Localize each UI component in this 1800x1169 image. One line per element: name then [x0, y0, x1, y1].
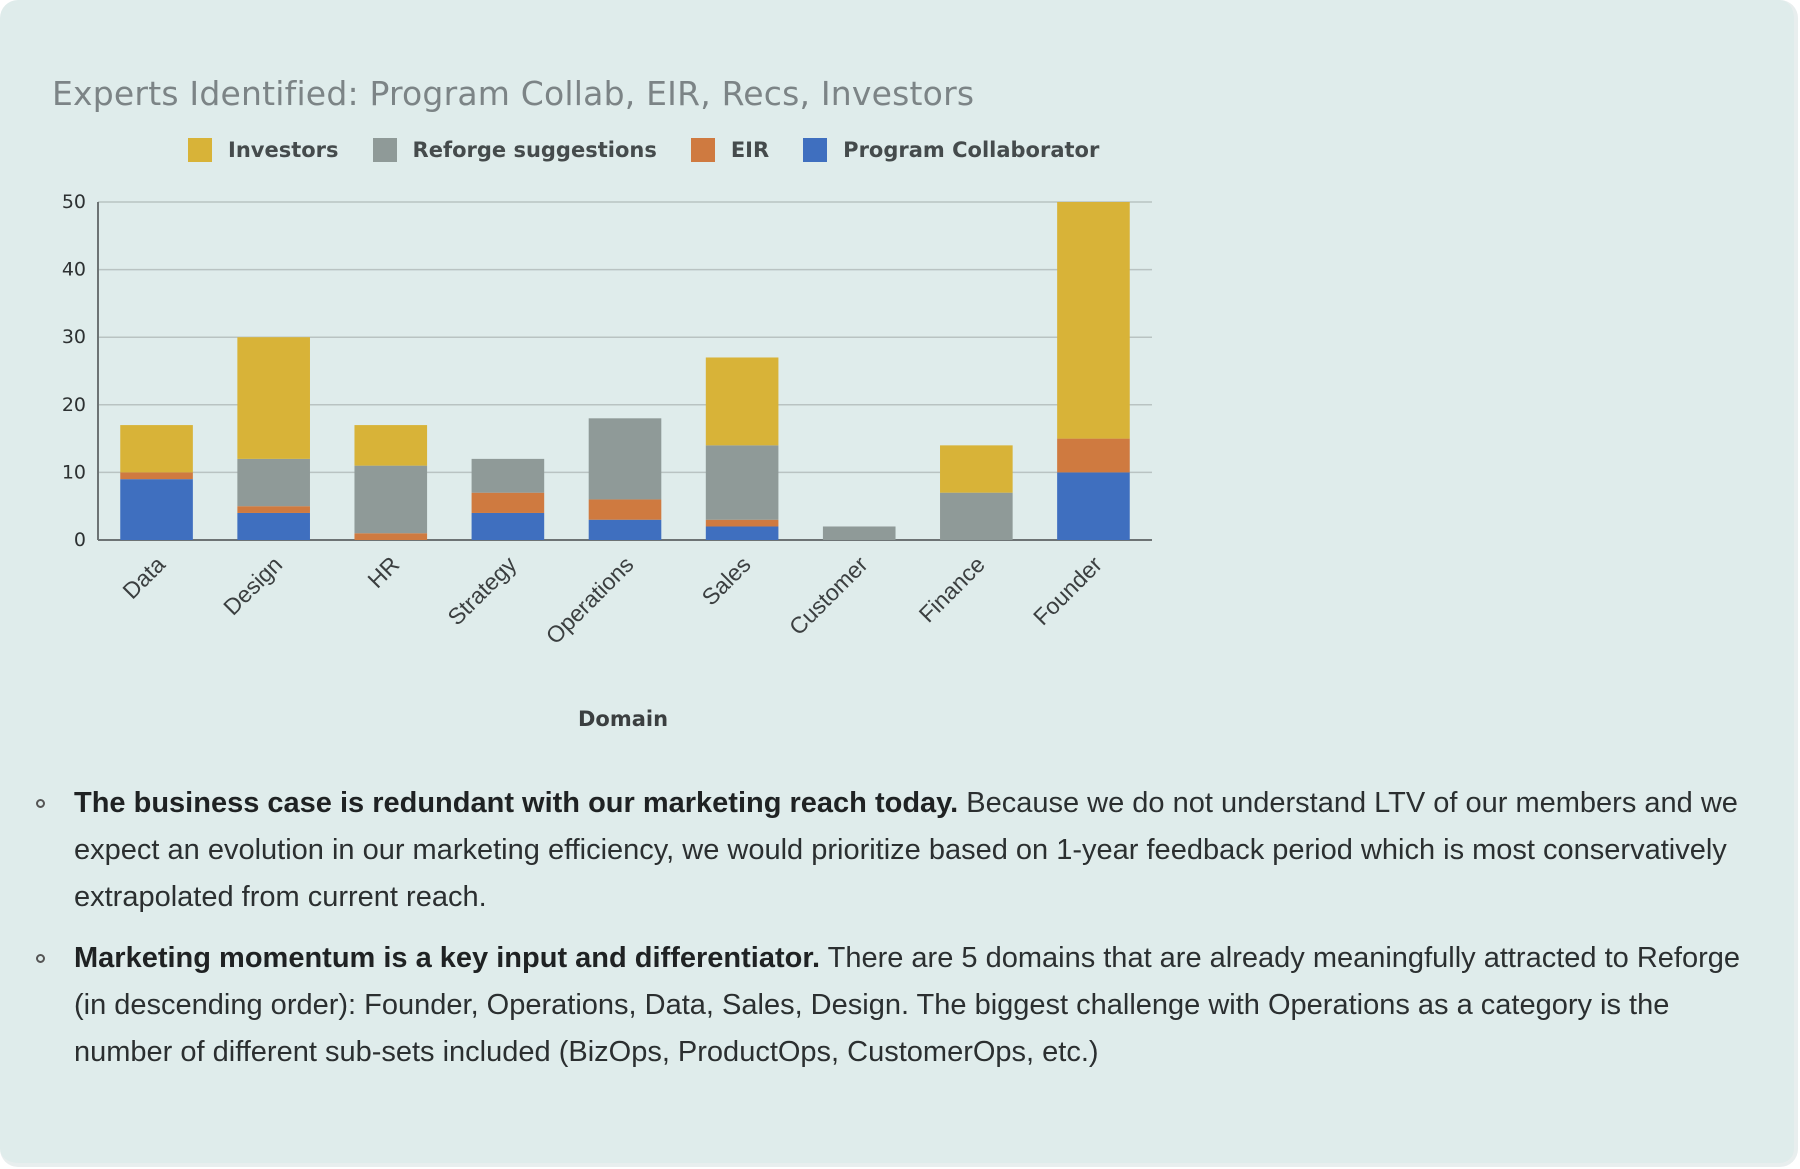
note-heading: The business case is redundant with our … — [74, 787, 959, 819]
bar-segment — [822, 526, 896, 540]
x-tick-label: Strategy — [442, 551, 521, 630]
y-tick-label: 10 — [62, 461, 86, 483]
legend-item: Reforge suggestions — [372, 138, 657, 162]
y-tick-label: 0 — [74, 529, 86, 551]
x-tick-label: Customer — [784, 551, 873, 640]
x-tick-label: HR — [362, 551, 404, 593]
legend-label: EIR — [730, 138, 770, 162]
bar-segment — [237, 512, 310, 540]
note-text: Because we do not understand LTV of our … — [74, 787, 1738, 913]
bar-segment — [705, 357, 779, 446]
legend-label: Program Collaborator — [843, 138, 1100, 162]
note-heading: Marketing momentum is a key input and di… — [74, 942, 821, 974]
legend-swatch — [188, 138, 212, 162]
bullet-icon — [36, 954, 45, 963]
x-tick-label: Design — [218, 551, 287, 620]
note-item: Marketing momentum is a key input and di… — [32, 935, 1752, 1076]
bar-segment — [588, 499, 662, 520]
y-tick-label: 50 — [62, 191, 86, 213]
bar-segment — [471, 492, 545, 513]
x-tick-label: Operations — [541, 551, 639, 649]
notes-list: The business case is redundant with our … — [32, 780, 1752, 1090]
y-tick-label: 20 — [62, 394, 86, 416]
bar-segment — [705, 519, 779, 527]
bar-segment — [940, 445, 1013, 493]
legend-item: Investors — [188, 138, 339, 162]
chart-title: Experts Identified: Program Collab, EIR,… — [52, 74, 975, 113]
bar-segment — [471, 512, 545, 540]
bar-segment — [237, 337, 310, 459]
chart-legend: Investors Reforge suggestions EIR Program C… — [188, 138, 1133, 162]
legend-item: Program Collaborator — [803, 138, 1099, 162]
note-text: There are 5 domains that are already mea… — [74, 942, 1741, 1068]
y-tick-label: 40 — [62, 259, 86, 281]
bar-segment — [120, 479, 193, 540]
legend-swatch — [803, 138, 828, 162]
bar-segment — [588, 418, 662, 500]
bar-segment — [120, 472, 193, 480]
bar-segment — [354, 533, 428, 540]
note-item: The business case is redundant with our … — [32, 780, 1752, 921]
x-tick-label: Data — [117, 551, 170, 604]
bar-segment — [1057, 438, 1130, 473]
bar-segment — [1057, 202, 1130, 439]
x-tick-label: Sales — [697, 551, 756, 610]
bar-segment — [354, 465, 428, 534]
legend-swatch — [690, 138, 715, 162]
bar-segment — [354, 425, 428, 466]
legend-label: Investors — [228, 138, 339, 162]
stacked-bar-chart: Experts Identified: Program Collab, EIR,… — [0, 0, 1200, 760]
bar-segment — [588, 519, 662, 540]
bar-segment — [471, 458, 545, 493]
bar-segment — [940, 492, 1013, 540]
legend-item: EIR — [690, 138, 770, 162]
bar-segment — [1057, 472, 1130, 540]
bar-segment — [120, 425, 193, 473]
bar-segment — [705, 445, 779, 520]
legend-label: Reforge suggestions — [412, 138, 657, 162]
bar-segment — [705, 526, 779, 540]
bullet-icon — [36, 799, 45, 808]
legend-swatch — [372, 138, 397, 162]
x-tick-label: Finance — [914, 551, 990, 627]
chart-plot: 0 10 20 30 40 50 Data Design HR Strategy Operation… — [62, 191, 1152, 731]
x-tick-label: Founder — [1028, 551, 1107, 630]
bar-segment — [237, 506, 310, 513]
bar-segment — [237, 458, 310, 507]
x-axis-title: Domain — [578, 707, 668, 731]
y-tick-label: 30 — [62, 326, 86, 348]
